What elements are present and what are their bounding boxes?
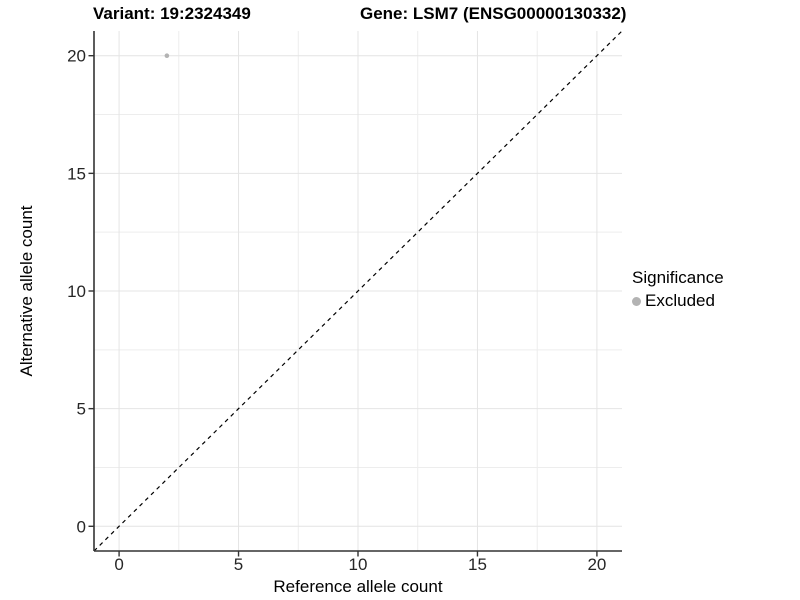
y-tick-label: 10 [67, 282, 86, 301]
y-tick-label: 5 [77, 400, 86, 419]
excluded-point-icon [632, 296, 641, 306]
legend-title: Significance [632, 268, 724, 287]
y-tick-label: 20 [67, 47, 86, 66]
legend: Significance Excluded [632, 268, 724, 311]
y-tick-label: 0 [77, 517, 86, 536]
x-tick-label: 0 [114, 555, 123, 574]
legend-entry-excluded: Excluded [632, 291, 724, 311]
identity-reference-line [93, 30, 623, 552]
x-tick-label: 20 [587, 555, 606, 574]
x-tick-label: 5 [234, 555, 243, 574]
legend-entry-label: Excluded [645, 291, 715, 310]
y-tick-label: 15 [67, 164, 86, 183]
x-tick-label: 15 [468, 555, 487, 574]
plot-title-variant: Variant: 19:2324349 [93, 4, 251, 23]
plot-title-gene: Gene: LSM7 (ENSG00000130332) [360, 4, 627, 23]
data-point [164, 53, 170, 59]
x-axis-title: Reference allele count [273, 577, 443, 596]
x-tick-label: 10 [349, 555, 368, 574]
y-axis-title: Alternative allele count [17, 205, 36, 377]
